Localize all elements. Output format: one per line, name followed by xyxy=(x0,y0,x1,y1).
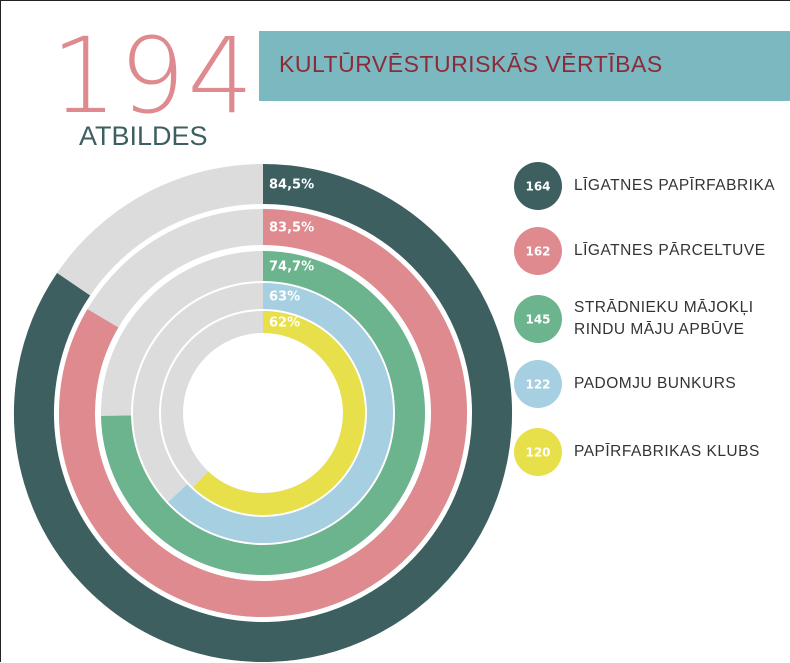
value-label: 84,5% xyxy=(269,178,314,193)
ring-arc xyxy=(14,164,512,662)
legend-count: 120 xyxy=(525,446,550,460)
value-label: 83,5% xyxy=(269,221,314,236)
value-label: 63% xyxy=(269,290,300,305)
legend-badge xyxy=(514,428,562,476)
legend-count: 122 xyxy=(525,378,550,392)
legend-count: 162 xyxy=(525,245,550,259)
value-label: 62% xyxy=(269,316,300,331)
legend-label: STRĀDNIEKU MĀJOKĻI RINDU MĀJU APBŪVE xyxy=(574,299,754,338)
legend-label: LĪGATNES PAPĪRFABRIKA xyxy=(574,177,776,194)
legend-label: LĪGATNES PĀRCELTUVE xyxy=(574,242,766,259)
title: KULTŪRVĒSTURISKĀS VĒRTĪBAS xyxy=(279,51,663,77)
ring-arc xyxy=(193,311,365,515)
legend-count: 164 xyxy=(525,180,550,194)
legend-count: 145 xyxy=(525,313,550,327)
response-label: ATBILDES xyxy=(79,121,208,151)
ring-arc xyxy=(59,209,467,617)
ring-arc xyxy=(101,251,425,575)
title-banner: KULTŪRVĒSTURISKĀS VĒRTĪBAS xyxy=(259,31,790,101)
legend-badge xyxy=(514,162,562,210)
legend-label: PADOMJU BUNKURS xyxy=(574,375,737,392)
value-label: 74,7% xyxy=(269,260,314,275)
legend-badge xyxy=(514,360,562,408)
ring-arc xyxy=(168,283,393,543)
legend-badge xyxy=(514,227,562,275)
response-count: 194 xyxy=(51,15,256,137)
legend-badge xyxy=(514,295,562,343)
legend-label: PAPĪRFABRIKAS KLUBS xyxy=(574,443,760,460)
